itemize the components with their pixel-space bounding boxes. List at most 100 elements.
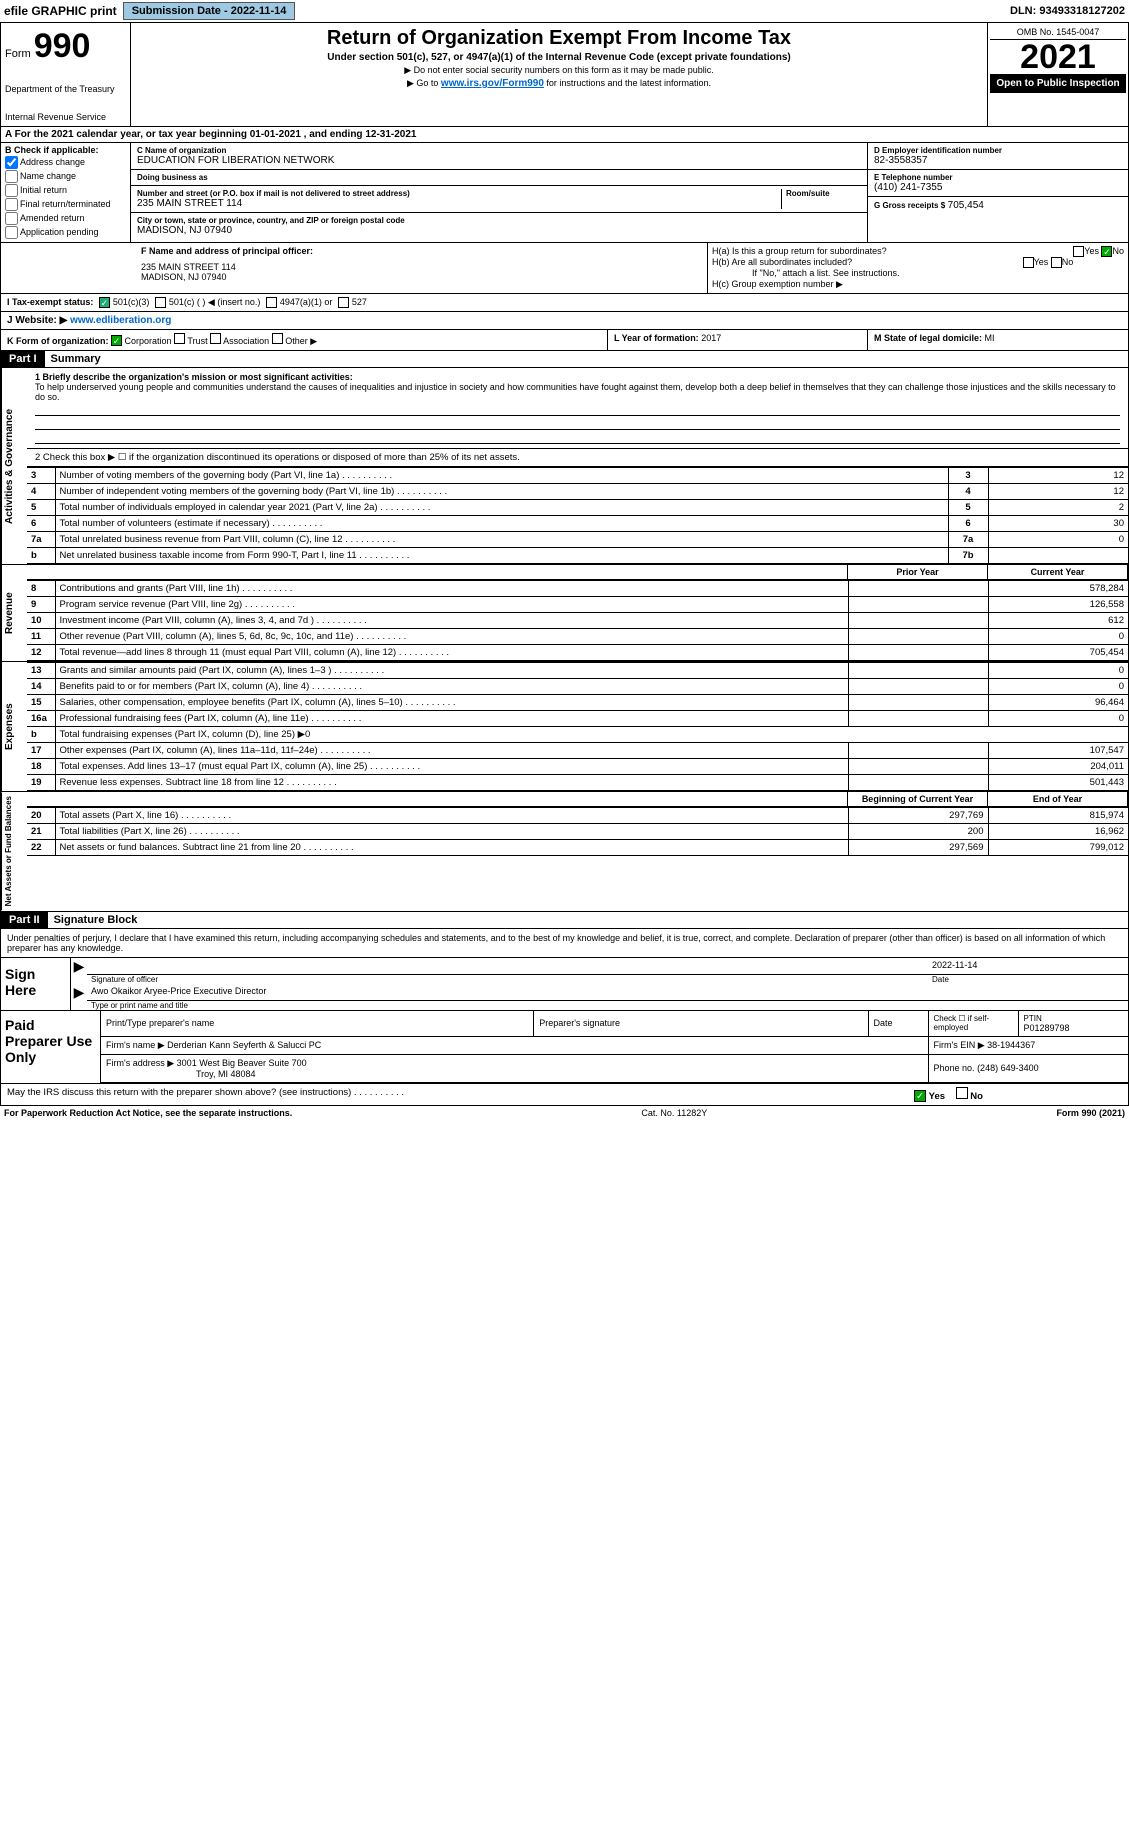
chk-amended[interactable]: Amended return (5, 212, 126, 225)
irs-link[interactable]: www.irs.gov/Form990 (441, 78, 544, 89)
form-title: Return of Organization Exempt From Incom… (139, 27, 979, 50)
table-row: 11 Other revenue (Part VIII, column (A),… (27, 629, 1128, 645)
row-i-tax-status: I Tax-exempt status: ✓501(c)(3) 501(c) (… (0, 294, 1129, 312)
ha-yes-label: Yes (1084, 246, 1099, 256)
revenue-vlabel: Revenue (1, 565, 27, 661)
revenue-section: Revenue Prior Year Current Year 8 Contri… (0, 565, 1129, 662)
row-prior (848, 743, 988, 759)
name-arrow-icon: ▶ (71, 984, 87, 1001)
row-current: 705,454 (988, 645, 1128, 661)
row-desc: Total liabilities (Part X, line 26) (55, 824, 848, 840)
row-box: 3 (948, 468, 988, 484)
mission-underline-1 (35, 404, 1120, 416)
chk-application-label: Application pending (20, 227, 99, 237)
opt-assoc: Association (223, 336, 269, 346)
row-prior (848, 759, 988, 775)
firm-phone-label: Phone no. (934, 1063, 975, 1073)
row-value: 12 (988, 484, 1128, 500)
revenue-col-hdr: Prior Year Current Year (27, 565, 1128, 580)
ha-yes-box[interactable] (1073, 246, 1084, 257)
row-box: 7b (948, 548, 988, 564)
hb-yes-box[interactable] (1023, 257, 1034, 268)
table-row: 9 Program service revenue (Part VIII, li… (27, 597, 1128, 613)
form-prefix: Form (5, 48, 31, 60)
chk-4947[interactable] (266, 297, 277, 308)
opt-trust: Trust (187, 336, 207, 346)
chk-501c3[interactable]: ✓ (99, 297, 110, 308)
paid-preparer-block: Paid Preparer Use Only Print/Type prepar… (0, 1011, 1129, 1084)
form-subtitle: Under section 501(c), 527, or 4947(a)(1)… (139, 52, 979, 63)
chk-trust[interactable] (174, 333, 185, 344)
chk-final-return-label: Final return/terminated (20, 199, 111, 209)
tax-status-label: I Tax-exempt status: (7, 297, 93, 307)
discuss-no-label: No (970, 1091, 983, 1102)
row-desc: Other revenue (Part VIII, column (A), li… (55, 629, 848, 645)
table-row: 6 Total number of volunteers (estimate i… (27, 516, 1128, 532)
row-value: 30 (988, 516, 1128, 532)
chk-501c[interactable] (155, 297, 166, 308)
section-b-header: B Check if applicable: (5, 145, 126, 155)
row-value: 0 (988, 532, 1128, 548)
chk-assoc[interactable] (210, 333, 221, 344)
officer-addr2: MADISON, NJ 07940 (141, 272, 701, 282)
discuss-row: May the IRS discuss this return with the… (0, 1084, 1129, 1106)
hb-no-box[interactable] (1051, 257, 1062, 268)
row-prior (848, 663, 988, 679)
row-num: 13 (27, 663, 55, 679)
discuss-yes-box[interactable]: ✓ (914, 1090, 926, 1102)
part-2-tag: Part II (1, 912, 48, 928)
row-box: 4 (948, 484, 988, 500)
chk-application[interactable]: Application pending (5, 226, 126, 239)
row-desc: Professional fundraising fees (Part IX, … (55, 711, 848, 727)
signature-date: 2022-11-14 (928, 958, 1128, 975)
opt-501c3: 501(c)(3) (113, 297, 150, 307)
chk-initial-return[interactable]: Initial return (5, 184, 126, 197)
row-desc: Total number of individuals employed in … (55, 500, 948, 516)
h-a-line: H(a) Is this a group return for subordin… (712, 246, 1124, 256)
table-row: 13 Grants and similar amounts paid (Part… (27, 663, 1128, 679)
firm-ein-label: Firm's EIN ▶ (934, 1040, 985, 1050)
table-row: b Net unrelated business taxable income … (27, 548, 1128, 564)
chk-name-change[interactable]: Name change (5, 170, 126, 183)
form-org-label: K Form of organization: (7, 336, 109, 346)
row-desc: Total expenses. Add lines 13–17 (must eq… (55, 759, 848, 775)
row-a-period: A For the 2021 calendar year, or tax yea… (0, 127, 1129, 143)
row-num: 14 (27, 679, 55, 695)
row-desc: Benefits paid to or for members (Part IX… (55, 679, 848, 695)
open-to-public: Open to Public Inspection (990, 74, 1126, 93)
expenses-section: Expenses 13 Grants and similar amounts p… (0, 662, 1129, 792)
chk-527[interactable] (338, 297, 349, 308)
phone-value: (410) 241-7355 (874, 182, 1122, 193)
netassets-vlabel: Net Assets or Fund Balances (1, 792, 27, 910)
officer-name: Awo Okaikor Aryee-Price Executive Direct… (87, 984, 1128, 1001)
firm-addr-label: Firm's address ▶ (106, 1058, 174, 1068)
room-label: Room/suite (786, 189, 861, 198)
chk-other[interactable] (272, 333, 283, 344)
row-desc: Number of voting members of the governin… (55, 468, 948, 484)
row-current: 107,547 (988, 743, 1128, 759)
part-2-title: Signature Block (48, 914, 138, 926)
gross-label: G Gross receipts $ (874, 201, 945, 210)
efile-topbar: efile GRAPHIC print Submission Date - 20… (0, 0, 1129, 23)
discuss-no-box[interactable] (956, 1087, 968, 1099)
chk-address-change[interactable]: Address change (5, 156, 126, 169)
chk-corp[interactable]: ✓ (111, 335, 122, 346)
prep-sig-hdr: Preparer's signature (534, 1011, 868, 1037)
submission-date-button[interactable]: Submission Date - 2022-11-14 (123, 2, 296, 20)
begin-year-hdr: Beginning of Current Year (848, 792, 988, 807)
row-prior (848, 711, 988, 727)
row-num: 12 (27, 645, 55, 661)
ha-no-box[interactable]: ✓ (1101, 246, 1112, 257)
revenue-table: 8 Contributions and grants (Part VIII, l… (27, 580, 1128, 661)
page-footer: For Paperwork Reduction Act Notice, see … (0, 1106, 1129, 1120)
website-url[interactable]: www.edliberation.org (70, 315, 171, 326)
row-current: 799,012 (988, 840, 1128, 856)
dept-treasury: Department of the Treasury (5, 84, 126, 94)
prep-name-hdr: Print/Type preparer's name (101, 1011, 534, 1037)
goto-suffix: for instructions and the latest informat… (544, 78, 711, 88)
row-desc: Net assets or fund balances. Subtract li… (55, 840, 848, 856)
row-current: 126,558 (988, 597, 1128, 613)
goto-prefix: ▶ Go to (407, 78, 441, 88)
signature-field[interactable] (87, 958, 928, 975)
chk-final-return[interactable]: Final return/terminated (5, 198, 126, 211)
